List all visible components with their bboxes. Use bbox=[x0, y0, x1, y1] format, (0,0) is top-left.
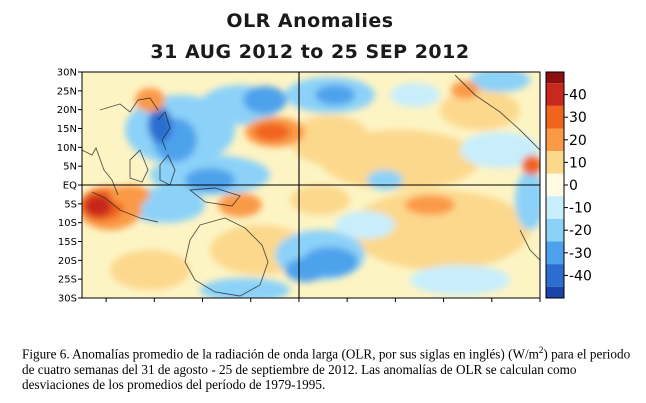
caption-superscript: 2 bbox=[538, 345, 544, 355]
y-tick-label: 20N bbox=[57, 105, 77, 116]
y-tick-label: 10S bbox=[58, 218, 77, 229]
caption-text-1: Figure 6. Anomalías promedio de la radia… bbox=[22, 346, 539, 362]
colorbar-band bbox=[546, 105, 564, 129]
colorbar-tick-label: -20 bbox=[569, 223, 592, 239]
y-tick-label: 15S bbox=[58, 237, 77, 248]
x-axis: 100E120E140E160E180160W140W120W100W80W bbox=[105, 298, 541, 302]
olr-anomaly-figure: OLR Anomalies 31 AUG 2012 to 25 SEP 2012 bbox=[57, 10, 592, 305]
colorbar: 40 30 20 10 0 -10 -20 -30 -40 bbox=[545, 71, 592, 299]
colorbar-tick-label: 0 bbox=[569, 178, 578, 194]
y-axis: 30N 25N 20N 15N 10N 5N EQ 5S 10S 15S 20S 25S 30S bbox=[57, 68, 82, 305]
y-tick-label: 10N bbox=[57, 143, 77, 154]
colorbar-band bbox=[546, 241, 564, 265]
colorbar-band bbox=[546, 128, 564, 152]
y-tick-label: 5S bbox=[64, 199, 77, 210]
colorbar-tick-label: 10 bbox=[569, 155, 587, 171]
y-tick-label: 5N bbox=[63, 162, 77, 173]
colorbar-band bbox=[546, 264, 564, 287]
colorbar-band bbox=[546, 218, 564, 242]
colorbar-tick-label: -10 bbox=[569, 201, 592, 217]
chart-title: OLR Anomalies bbox=[226, 10, 393, 32]
colorbar-band bbox=[546, 196, 564, 219]
y-tick-label: 15N bbox=[57, 124, 77, 135]
colorbar-tick-label: 40 bbox=[569, 88, 587, 104]
y-tick-label: 25S bbox=[58, 275, 77, 286]
y-tick-label: 25N bbox=[57, 86, 77, 97]
figure-caption: Figure 6. Anomalías promedio de la radia… bbox=[22, 343, 634, 393]
anomaly-field bbox=[82, 72, 540, 298]
colorbar-band bbox=[546, 72, 564, 84]
y-tick-label: 30N bbox=[57, 68, 77, 79]
colorbar-tick-label: 20 bbox=[569, 133, 587, 149]
colorbar-tick-label: -30 bbox=[569, 246, 592, 262]
y-tick-label: EQ bbox=[63, 181, 77, 192]
colorbar-tick-label: -40 bbox=[569, 268, 592, 284]
y-tick-label: 30S bbox=[58, 294, 77, 305]
chart-subtitle: 31 AUG 2012 to 25 SEP 2012 bbox=[150, 41, 469, 63]
colorbar-band bbox=[546, 151, 564, 174]
caption-text-2: ) para el periodo de cuatro semanas del … bbox=[22, 346, 631, 393]
y-tick-label: 20S bbox=[58, 256, 77, 267]
coastlines bbox=[82, 74, 540, 297]
colorbar-band bbox=[546, 83, 564, 106]
colorbar-band bbox=[546, 286, 564, 298]
colorbar-tick-label: 30 bbox=[569, 110, 587, 126]
colorbar-band bbox=[546, 173, 564, 197]
